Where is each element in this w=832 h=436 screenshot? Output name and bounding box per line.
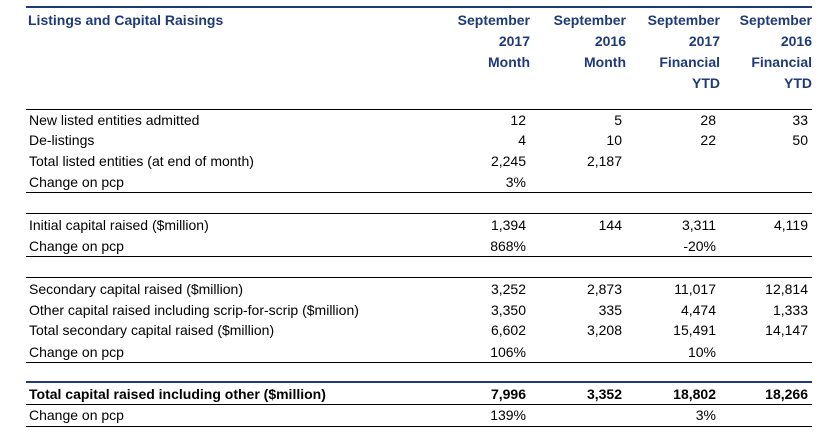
column-header-sep-2016-ytd: September 2016 Financial YTD bbox=[722, 10, 812, 94]
cell: 15,491 bbox=[673, 322, 716, 338]
column-header-line: 2016 bbox=[594, 33, 626, 49]
table-row: De-listings 4 10 22 50 bbox=[26, 130, 812, 150]
cell: 11,017 bbox=[674, 281, 716, 297]
column-header-line: Financial bbox=[751, 54, 812, 70]
row-label: Change on pcp bbox=[29, 174, 124, 190]
table-row: New listed entities admitted 12 5 28 33 bbox=[26, 110, 812, 130]
group-divider bbox=[26, 192, 812, 193]
cell: 18,266 bbox=[765, 386, 808, 402]
column-header-line: 2017 bbox=[498, 33, 530, 49]
cell: 3,352 bbox=[586, 386, 622, 402]
cell: 18,802 bbox=[673, 386, 716, 402]
cell: 2,873 bbox=[586, 281, 622, 297]
column-header-line: September bbox=[647, 12, 720, 28]
cell: 139% bbox=[490, 407, 526, 423]
cell: 5 bbox=[614, 112, 622, 128]
table-row: Change on pcp 3% bbox=[26, 172, 812, 192]
table-title: Listings and Capital Raisings bbox=[28, 12, 224, 28]
row-label: Other capital raised including scrip-for… bbox=[29, 302, 359, 318]
column-header-sep-2017-ytd: September 2017 Financial YTD bbox=[630, 10, 720, 94]
cell: 1,394 bbox=[490, 217, 526, 233]
group-divider bbox=[26, 277, 812, 278]
cell: 3,252 bbox=[490, 281, 526, 297]
row-label: New listed entities admitted bbox=[29, 112, 200, 128]
cell: 144 bbox=[598, 217, 622, 233]
row-label: Change on pcp bbox=[29, 238, 124, 254]
cell: 2,245 bbox=[490, 153, 526, 169]
row-label: Change on pcp bbox=[29, 344, 124, 360]
group-divider bbox=[26, 256, 812, 257]
cell: 14,147 bbox=[765, 322, 808, 338]
cell: 50 bbox=[792, 132, 808, 148]
cell: 4 bbox=[518, 132, 526, 148]
column-header-line: Month bbox=[488, 54, 530, 70]
cell: 1,333 bbox=[772, 302, 808, 318]
table-row: Total secondary capital raised ($million… bbox=[26, 320, 812, 340]
cell: 22 bbox=[700, 132, 716, 148]
row-label: De-listings bbox=[29, 132, 95, 148]
cell: 10% bbox=[687, 344, 716, 360]
table-row: Change on pcp 139% 3% bbox=[26, 405, 812, 425]
cell: 4,474 bbox=[680, 302, 716, 318]
cell: 4,119 bbox=[774, 217, 808, 233]
cell: 12,814 bbox=[765, 281, 808, 297]
cell: 10 bbox=[606, 132, 622, 148]
cell: 335 bbox=[598, 302, 622, 318]
top-rule bbox=[26, 6, 812, 8]
column-header-line: September bbox=[739, 12, 812, 28]
table-row: Change on pcp 106% 10% bbox=[26, 342, 812, 362]
table-row: Initial capital raised ($million) 1,394 … bbox=[26, 215, 812, 235]
column-header-line: YTD bbox=[784, 75, 812, 91]
row-label: Secondary capital raised ($million) bbox=[29, 281, 243, 297]
column-header-line: September bbox=[553, 12, 626, 28]
column-header-line: 2017 bbox=[688, 33, 720, 49]
column-header-line: Financial bbox=[659, 54, 720, 70]
bottom-rule bbox=[26, 426, 812, 427]
cell: 3,208 bbox=[586, 322, 622, 338]
row-label: Total secondary capital raised ($million… bbox=[29, 322, 275, 338]
total-divider bbox=[26, 404, 812, 405]
table-row: Secondary capital raised ($million) 3,25… bbox=[26, 279, 812, 299]
row-label: Total listed entities (at end of month) bbox=[29, 153, 254, 169]
group-divider bbox=[26, 362, 812, 363]
cell: 33 bbox=[792, 112, 808, 128]
column-header-line: YTD bbox=[692, 75, 720, 91]
cell: 2,187 bbox=[586, 153, 622, 169]
row-label: Total capital raised including other ($m… bbox=[29, 386, 326, 402]
table-row-total: Total capital raised including other ($m… bbox=[26, 384, 812, 404]
column-header-line: September bbox=[457, 12, 530, 28]
cell: 3% bbox=[505, 174, 526, 190]
cell: 6,602 bbox=[490, 322, 526, 338]
table-row: Change on pcp 868% -20% bbox=[26, 236, 812, 256]
cell: 3% bbox=[695, 407, 716, 423]
header-divider bbox=[26, 109, 812, 110]
cell: 28 bbox=[700, 112, 716, 128]
cell: 3,311 bbox=[682, 217, 716, 233]
group-divider bbox=[26, 213, 812, 214]
total-top-rule bbox=[26, 381, 812, 383]
row-label: Change on pcp bbox=[29, 407, 124, 423]
column-header-line: Month bbox=[584, 54, 626, 70]
column-header-sep-2016-month: September 2016 Month bbox=[536, 10, 626, 73]
cell: 7,996 bbox=[490, 386, 526, 402]
table-row: Other capital raised including scrip-for… bbox=[26, 300, 812, 320]
cell: 3,350 bbox=[490, 302, 526, 318]
row-label: Initial capital raised ($million) bbox=[29, 217, 209, 233]
column-header-sep-2017-month: September 2017 Month bbox=[440, 10, 530, 73]
cell: 868% bbox=[490, 238, 526, 254]
cell: -20% bbox=[683, 238, 716, 254]
cell: 12 bbox=[510, 112, 526, 128]
table-row: Total listed entities (at end of month) … bbox=[26, 151, 812, 171]
column-header-line: 2016 bbox=[780, 33, 812, 49]
cell: 106% bbox=[490, 344, 526, 360]
